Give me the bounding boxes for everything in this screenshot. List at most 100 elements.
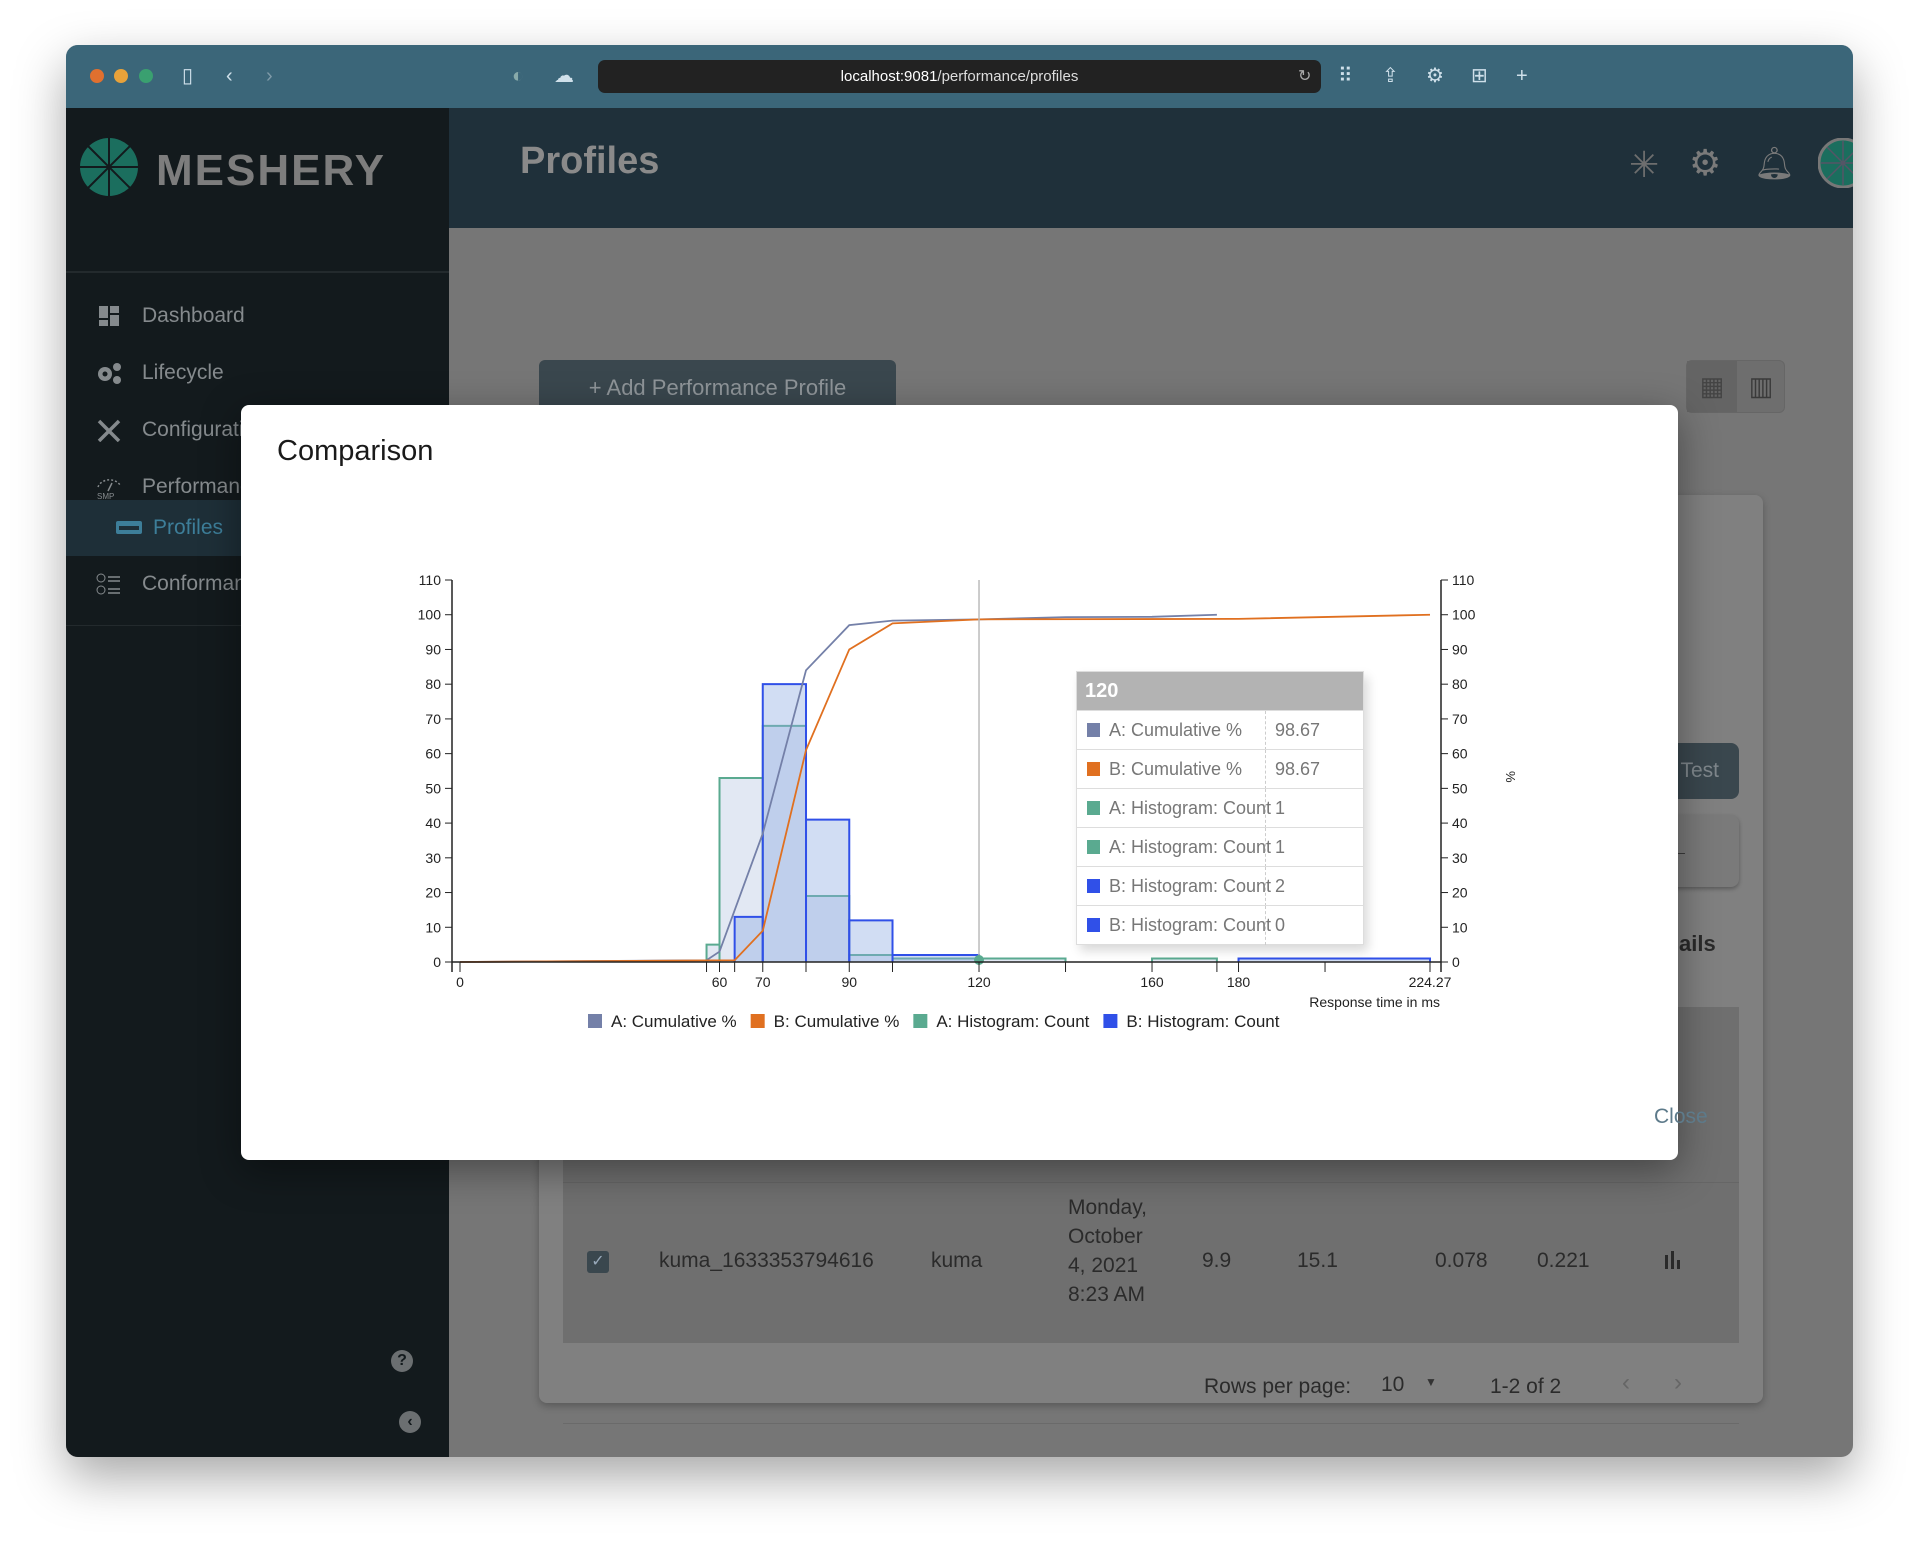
- sidebar-item-label: Dashboard: [142, 304, 245, 327]
- help-icon[interactable]: ?: [391, 1350, 413, 1372]
- y2-tick-label: 110: [1452, 572, 1475, 588]
- dialog-title: Comparison: [277, 435, 434, 467]
- page-title: Profiles: [520, 140, 660, 182]
- y2-tick-label: 0: [1452, 954, 1460, 970]
- footer-divider: [563, 1423, 1739, 1424]
- next-page-icon[interactable]: ›: [1674, 1369, 1682, 1396]
- histogram-bar-outline: [848, 919, 894, 962]
- y2-tick-label: 40: [1452, 815, 1468, 831]
- cloud-icon[interactable]: ☁: [554, 65, 574, 87]
- sidebar-divider: [66, 271, 449, 273]
- tooltip-series-name: B: Cumulative %: [1109, 759, 1243, 779]
- profile-name[interactable]: kuma_1633353794616: [659, 1249, 874, 1272]
- settings-icon[interactable]: ⚙: [1426, 65, 1444, 87]
- avatar[interactable]: [1818, 138, 1853, 188]
- svg-text:SMP: SMP: [97, 492, 114, 499]
- new-tab-icon[interactable]: +: [1516, 65, 1528, 87]
- date-line: 8:23 AM: [1068, 1283, 1146, 1306]
- tooltip-row: A: Histogram: Count 1: [1077, 788, 1363, 828]
- histogram-bar: [892, 958, 980, 962]
- shield-icon[interactable]: ◐: [512, 65, 525, 87]
- maximize-window-button[interactable]: [139, 69, 153, 83]
- tooltip-row: B: Cumulative % 98.67: [1077, 749, 1363, 789]
- sidebar-toggle-icon[interactable]: ▯: [182, 65, 194, 87]
- histogram-bar-outline: [1237, 957, 1431, 962]
- legend-item: A: Cumulative %: [611, 1012, 737, 1031]
- notification-bell-icon[interactable]: 🔔︎: [1754, 145, 1795, 181]
- legend-swatch: [1103, 1014, 1118, 1028]
- chart-tooltip: 120 A: Cumulative % 98.67 B: Cumulative % 9…: [1076, 671, 1364, 945]
- forward-icon[interactable]: ›: [266, 65, 273, 87]
- url-path: /performance/profiles: [937, 68, 1079, 85]
- service-mesh-icon[interactable]: ✳: [1629, 144, 1660, 185]
- y2-tick-label: 30: [1452, 850, 1468, 866]
- tooltip-row: A: Histogram: Count 1: [1077, 827, 1363, 867]
- pagination-range: 1-2 of 2: [1490, 1375, 1562, 1398]
- reload-icon[interactable]: ↻: [1298, 68, 1312, 85]
- legend-item: B: Cumulative %: [774, 1012, 900, 1031]
- close-window-button[interactable]: [90, 69, 104, 83]
- grid-view-icon[interactable]: ▦: [1687, 361, 1737, 412]
- sidebar-item-label: Configuration: [142, 418, 267, 441]
- tooltip-row: B: Histogram: Count 2: [1077, 866, 1363, 906]
- legend-swatch: [1087, 762, 1100, 776]
- sidebar-item-configuration[interactable]: Configuration: [66, 402, 449, 458]
- sidebar-item-conformance[interactable]: Conformance: [66, 556, 449, 612]
- sidebar-item-label: Profiles: [153, 516, 224, 539]
- value-cell: 0.078: [1435, 1249, 1488, 1272]
- close-button[interactable]: Close: [1654, 1105, 1708, 1128]
- view-toggle: ▦ ▥: [1686, 360, 1785, 413]
- rows-per-page-select[interactable]: 10: [1381, 1373, 1405, 1396]
- histogram-bar: [979, 958, 1066, 962]
- minimize-window-button[interactable]: [114, 69, 128, 83]
- profiles-icon: [116, 521, 142, 534]
- histogram-bar: [849, 955, 893, 962]
- date-line: 4, 2021: [1068, 1254, 1139, 1277]
- y-tick-label: 60: [425, 746, 441, 762]
- y-tick-label: 50: [425, 780, 441, 796]
- back-icon[interactable]: ‹: [226, 65, 233, 87]
- y2-tick-label: 50: [1452, 780, 1468, 796]
- histogram-bar: [849, 920, 893, 962]
- browser-titlebar: ▯ ‹ › ◐ ☁ localhost:9081/performance/pro…: [66, 45, 1853, 108]
- x-tick-label: 70: [755, 974, 771, 990]
- histogram-bar-outline: [805, 818, 851, 962]
- dropdown-arrow-icon[interactable]: ▼: [1425, 1375, 1437, 1389]
- y-tick-label: 30: [425, 850, 441, 866]
- tooltip-value: 1: [1265, 789, 1285, 828]
- y2-tick-label: 80: [1452, 676, 1468, 692]
- sidebar-item-lifecycle[interactable]: Lifecycle: [66, 345, 449, 401]
- y2-tick-label: 20: [1452, 885, 1468, 901]
- histogram-bar: [1238, 958, 1430, 962]
- url-bar[interactable]: localhost:9081/performance/profiles: [598, 60, 1321, 93]
- apps-grid-icon[interactable]: ⠿: [1338, 65, 1353, 87]
- tooltip-header: 120: [1077, 672, 1363, 710]
- collapse-sidebar-icon[interactable]: ‹: [399, 1411, 421, 1433]
- settings-gear-icon[interactable]: ⚙: [1689, 142, 1722, 183]
- details-heading: ails: [1679, 931, 1716, 956]
- y2-tick-label: 10: [1452, 919, 1468, 935]
- checklist-icon: [96, 573, 120, 595]
- sidebar-item-performance[interactable]: SMP Performance: [66, 459, 449, 515]
- tabs-overview-icon[interactable]: ⊞: [1471, 65, 1488, 87]
- y2-tick-label: 100: [1452, 607, 1476, 623]
- x-tick-label: 180: [1227, 974, 1251, 990]
- tooltip-value: 1: [1265, 828, 1285, 867]
- share-icon[interactable]: ⇪: [1382, 65, 1399, 87]
- browser-window: ▯ ‹ › ◐ ☁ localhost:9081/performance/pro…: [66, 45, 1853, 1457]
- app-header: Profiles ✳ ⚙ 🔔︎: [449, 108, 1853, 228]
- legend-swatch: [913, 1014, 928, 1028]
- sidebar-item-dashboard[interactable]: Dashboard: [66, 288, 449, 344]
- y-tick-label: 10: [425, 919, 441, 935]
- gears-icon: [98, 363, 121, 384]
- x-tick-label: 60: [712, 974, 728, 990]
- legend-swatch: [750, 1014, 765, 1028]
- bar-chart-icon[interactable]: [1663, 1251, 1683, 1271]
- table-view-icon[interactable]: ▥: [1748, 371, 1774, 401]
- tooltip-series-name: A: Histogram: Count: [1109, 798, 1272, 818]
- row-checkbox[interactable]: ✓: [587, 1251, 609, 1273]
- service-mesh: kuma: [931, 1249, 983, 1272]
- previous-page-icon[interactable]: ‹: [1622, 1369, 1630, 1396]
- sidebar-item-label: Conformance: [142, 572, 269, 595]
- tooltip-series-name: A: Cumulative %: [1109, 720, 1243, 740]
